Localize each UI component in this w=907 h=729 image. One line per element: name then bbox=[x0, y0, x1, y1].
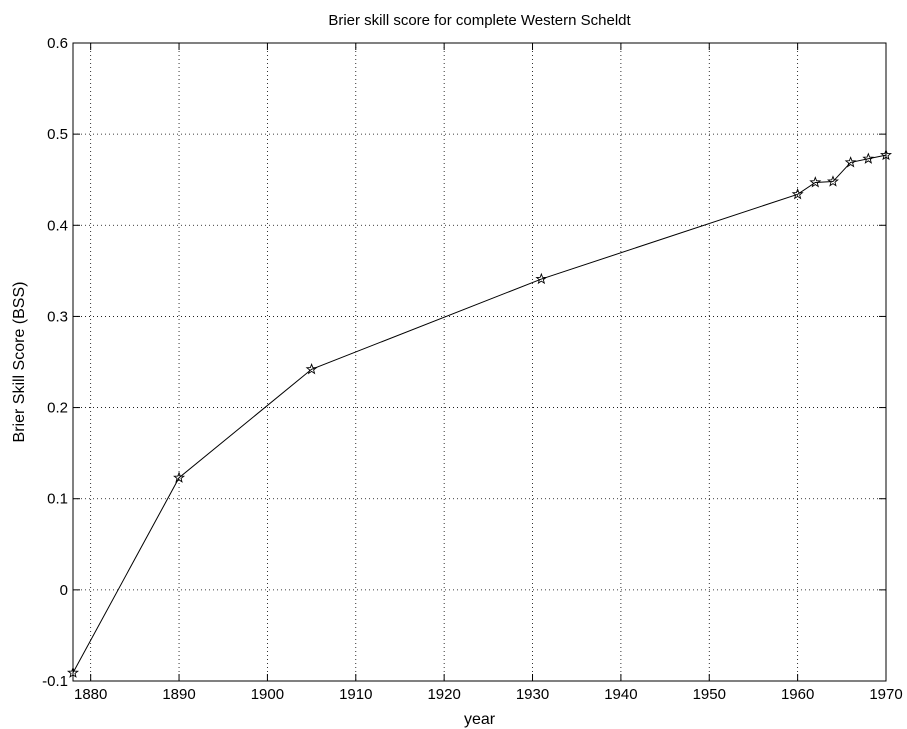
data-point-star bbox=[67, 666, 79, 678]
grid bbox=[73, 42, 887, 682]
x-tick-label: 1930 bbox=[516, 686, 549, 703]
x-tick-label: 1960 bbox=[781, 686, 814, 703]
x-tick-label: 1880 bbox=[74, 686, 107, 703]
x-tick-label: 1920 bbox=[427, 686, 460, 703]
x-axis-label: year bbox=[464, 711, 496, 728]
chart-title: Brier skill score for complete Western S… bbox=[328, 12, 631, 29]
data-point-star bbox=[880, 148, 892, 161]
x-tick-label: 1890 bbox=[162, 686, 195, 703]
x-tick-label: 1900 bbox=[251, 686, 284, 703]
y-tick-label: 0.3 bbox=[47, 308, 68, 325]
series bbox=[67, 148, 892, 678]
series-line bbox=[72, 154, 887, 674]
y-tick-label: 0.4 bbox=[47, 217, 68, 234]
x-tick-label: 1940 bbox=[604, 686, 637, 703]
data-point-star bbox=[862, 152, 875, 164]
data-point-star bbox=[173, 471, 186, 483]
y-axis-label: Brier Skill Score (BSS) bbox=[11, 282, 28, 443]
y-tick-label: 0.2 bbox=[47, 400, 68, 417]
y-tick-label: 0.1 bbox=[47, 491, 68, 508]
data-point-star bbox=[791, 188, 804, 200]
ticks bbox=[73, 42, 887, 682]
y-tick-label: 0.5 bbox=[47, 126, 68, 143]
data-point-star bbox=[844, 156, 857, 168]
y-tick-label: -0.1 bbox=[42, 673, 68, 690]
data-point-star bbox=[535, 272, 548, 285]
tick-labels: 1880 1890 1900 1910 1920 1930 1940 1950 1960 1970… bbox=[42, 35, 903, 703]
data-point-star bbox=[809, 176, 822, 188]
x-tick-label: 1910 bbox=[339, 686, 372, 703]
data-point-star bbox=[826, 175, 839, 187]
y-tick-label: 0 bbox=[60, 582, 68, 599]
y-tick-label: 0.6 bbox=[47, 35, 68, 52]
plot-frame bbox=[72, 42, 887, 682]
data-point-star bbox=[305, 363, 318, 375]
x-tick-label: 1970 bbox=[869, 686, 902, 703]
x-tick-label: 1950 bbox=[693, 686, 726, 703]
